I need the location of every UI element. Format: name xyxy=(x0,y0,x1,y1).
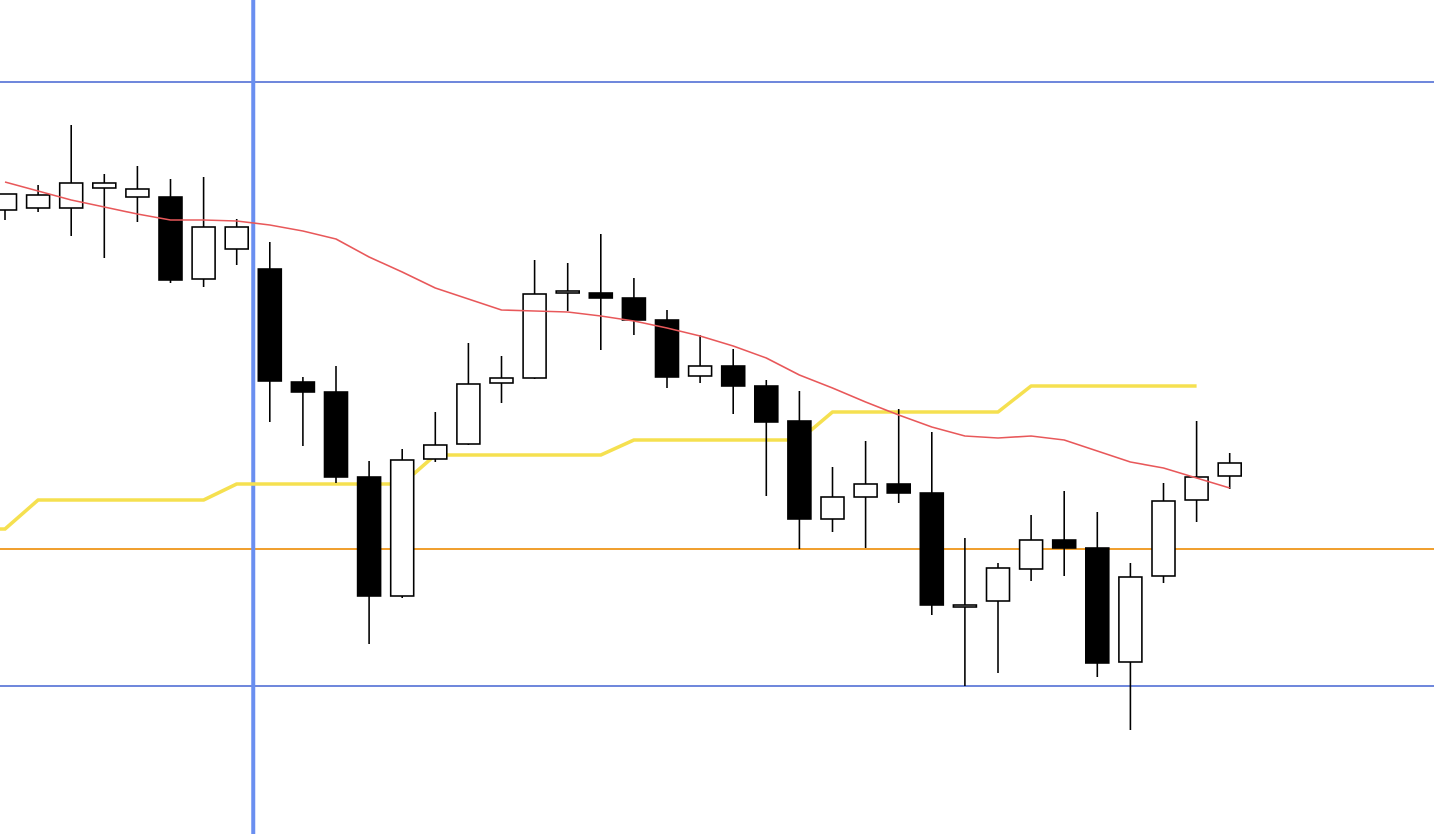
candle-bull xyxy=(58,182,84,209)
candle-bull xyxy=(1151,500,1176,577)
candle-bear xyxy=(753,385,779,423)
candle-bear xyxy=(290,381,316,393)
candle-bull xyxy=(555,290,581,294)
candle-bull xyxy=(853,483,878,498)
candle-bear xyxy=(720,365,746,387)
candle-bear xyxy=(257,268,283,382)
candle-bull xyxy=(0,193,18,211)
candle-bear xyxy=(356,476,382,597)
candle-bull xyxy=(820,496,845,520)
candle-bull xyxy=(522,293,547,379)
candle-bear xyxy=(787,420,812,520)
candle-bear xyxy=(654,319,680,378)
candle-bull xyxy=(422,444,448,460)
candle-bear xyxy=(323,391,349,478)
candle-bull xyxy=(1217,462,1242,477)
candle-bull xyxy=(1118,576,1143,663)
candle-bull xyxy=(1018,539,1044,570)
candle-bear xyxy=(158,196,183,281)
candle-bear xyxy=(1085,547,1110,664)
stepped-line xyxy=(0,384,1197,531)
candle-bull xyxy=(687,365,713,377)
candle-bear xyxy=(1051,539,1077,549)
candle-bull xyxy=(224,226,249,250)
candle-bull xyxy=(985,567,1011,602)
candle-bull xyxy=(489,377,514,384)
moving-average-layer xyxy=(4,181,1230,489)
candle-bull xyxy=(1184,476,1209,501)
candle-bear xyxy=(886,483,912,494)
candles-layer xyxy=(0,125,1242,730)
candle-bull xyxy=(952,604,978,608)
candle-bull xyxy=(92,182,117,189)
candle-bull xyxy=(25,194,51,209)
candle-bull xyxy=(389,459,415,597)
moving-average-line xyxy=(4,181,1230,489)
candle-bull xyxy=(191,226,216,280)
candle-bear xyxy=(919,492,945,606)
horizontal-lines-layer xyxy=(0,81,1434,687)
candle-bear xyxy=(621,297,647,321)
stepped-line-layer xyxy=(0,384,1197,531)
candle-bull xyxy=(456,383,481,445)
candle-bear xyxy=(588,292,614,299)
candle-bull xyxy=(125,188,150,198)
